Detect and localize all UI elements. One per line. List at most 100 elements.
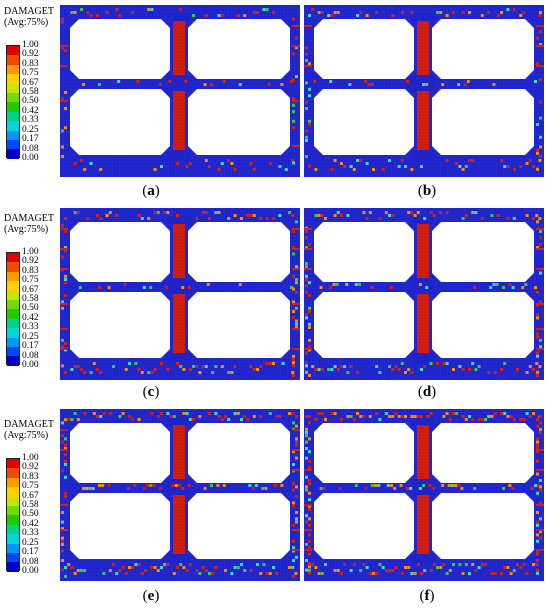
legend-subtitle: (Avg:75%) bbox=[4, 430, 49, 441]
column-joint bbox=[168, 75, 190, 91]
opening-cell bbox=[188, 19, 290, 79]
legend-tick-label: 0.08 bbox=[22, 143, 39, 154]
legend-swatch bbox=[7, 496, 19, 507]
panel-a bbox=[60, 5, 300, 177]
legend-tick-label: 0.75 bbox=[22, 275, 39, 286]
legend-tick-label: 0.83 bbox=[22, 58, 39, 69]
legend-tick-label: 0.17 bbox=[22, 547, 39, 558]
panel-b bbox=[304, 5, 544, 177]
legend-tick-label: 0.17 bbox=[22, 341, 39, 352]
legend-tick-label: 0.17 bbox=[22, 134, 39, 145]
legend-swatch bbox=[7, 524, 19, 535]
opening-cell bbox=[432, 89, 534, 155]
legend-colorbar bbox=[6, 458, 20, 572]
legend-tick-label: 0.83 bbox=[22, 471, 39, 482]
legend-subtitle: (Avg:75%) bbox=[4, 17, 49, 28]
column-joint bbox=[412, 216, 434, 224]
legend-swatch bbox=[7, 337, 19, 348]
legend-swatch bbox=[7, 83, 19, 94]
damage-contour-f bbox=[304, 409, 544, 581]
opening-cell bbox=[188, 89, 290, 155]
legend-row-2: DAMAGET (Avg:75%) bbox=[4, 213, 54, 235]
legend-swatch bbox=[7, 318, 19, 329]
opening-cell bbox=[70, 19, 170, 79]
legend-tick-label: 0.00 bbox=[22, 565, 39, 576]
legend-tick-label: 0.92 bbox=[22, 49, 39, 60]
openings bbox=[70, 222, 290, 358]
legend-swatch bbox=[7, 253, 19, 263]
column-joint bbox=[168, 554, 190, 564]
opening-cell bbox=[188, 292, 290, 358]
legend-tick-label: 0.67 bbox=[22, 490, 39, 501]
column-joint bbox=[168, 353, 190, 363]
legend-swatch bbox=[7, 64, 19, 75]
legend-swatch bbox=[7, 74, 19, 84]
legend-tick-label: 1.00 bbox=[22, 453, 39, 463]
legend-swatch bbox=[7, 130, 19, 141]
wall-end-markers bbox=[60, 429, 300, 551]
legend-tick-label: 1.00 bbox=[22, 247, 39, 257]
legend-tick-label: 0.25 bbox=[22, 124, 39, 135]
openings bbox=[70, 19, 290, 155]
legend-row-1: DAMAGET (Avg:75%) bbox=[4, 6, 54, 28]
damage-spots bbox=[305, 412, 542, 575]
opening-cell bbox=[70, 222, 170, 282]
legend-tick-label: 0.42 bbox=[22, 312, 39, 323]
opening-cell bbox=[70, 292, 170, 358]
legend-swatch bbox=[7, 140, 19, 150]
column-joint bbox=[412, 353, 434, 363]
legend-swatch bbox=[7, 281, 19, 291]
legend-swatch bbox=[7, 300, 19, 310]
column-joint bbox=[412, 417, 434, 425]
panel-d bbox=[304, 208, 544, 380]
legend-tick-label: 0.33 bbox=[22, 322, 39, 333]
legend-tick-label: 0.33 bbox=[22, 528, 39, 539]
legend-swatch bbox=[7, 459, 19, 469]
legend-swatch bbox=[7, 290, 19, 301]
damage-spots bbox=[305, 211, 542, 377]
opening-cell bbox=[188, 493, 290, 559]
legend-tick-label: 0.25 bbox=[22, 331, 39, 342]
legend-tick-label: 0.42 bbox=[22, 518, 39, 529]
damage-contour-a bbox=[60, 5, 300, 177]
column-joint bbox=[168, 417, 190, 425]
legend-swatch bbox=[7, 534, 19, 544]
legend-tick-label: 0.08 bbox=[22, 350, 39, 361]
column-joint bbox=[168, 216, 190, 224]
legend-tick-label: 0.08 bbox=[22, 556, 39, 567]
column-joint bbox=[412, 150, 434, 160]
legend-tick-label: 1.00 bbox=[22, 40, 39, 50]
panel-c bbox=[60, 208, 300, 380]
wall-end-markers bbox=[60, 25, 300, 147]
openings bbox=[314, 19, 534, 155]
openings bbox=[314, 222, 534, 358]
legend-swatch bbox=[7, 347, 19, 357]
damage-spots bbox=[305, 8, 542, 171]
caption-a: (a) bbox=[142, 183, 160, 199]
legend-tick-label: 0.58 bbox=[22, 87, 39, 98]
damage-spots bbox=[61, 211, 298, 377]
openings bbox=[70, 423, 290, 559]
legend-tick-label: 0.58 bbox=[22, 294, 39, 305]
legend-colorbar bbox=[6, 252, 20, 366]
legend-tick-label: 0.67 bbox=[22, 77, 39, 88]
legend-tick-label: 0.50 bbox=[22, 509, 39, 520]
damage-contour-e bbox=[60, 409, 300, 581]
column-joint bbox=[168, 13, 190, 21]
legend-tick-label: 0.58 bbox=[22, 500, 39, 511]
legend-tick-label: 0.50 bbox=[22, 303, 39, 314]
legend-tick-label: 0.92 bbox=[22, 256, 39, 267]
column-joint bbox=[412, 278, 434, 294]
legend-tick-label: 0.33 bbox=[22, 115, 39, 126]
damage-spots bbox=[61, 412, 298, 578]
legend-swatch bbox=[7, 328, 19, 338]
legend-title: DAMAGET bbox=[4, 419, 54, 430]
damage-contour-d bbox=[304, 208, 544, 380]
legend-swatch bbox=[7, 271, 19, 282]
legend-swatch bbox=[7, 93, 19, 103]
opening-cell bbox=[314, 292, 414, 358]
wall-end-markers bbox=[304, 228, 544, 350]
panel-f bbox=[304, 409, 544, 581]
legend-swatch bbox=[7, 262, 19, 272]
legend-tick-label: 0.50 bbox=[22, 96, 39, 107]
